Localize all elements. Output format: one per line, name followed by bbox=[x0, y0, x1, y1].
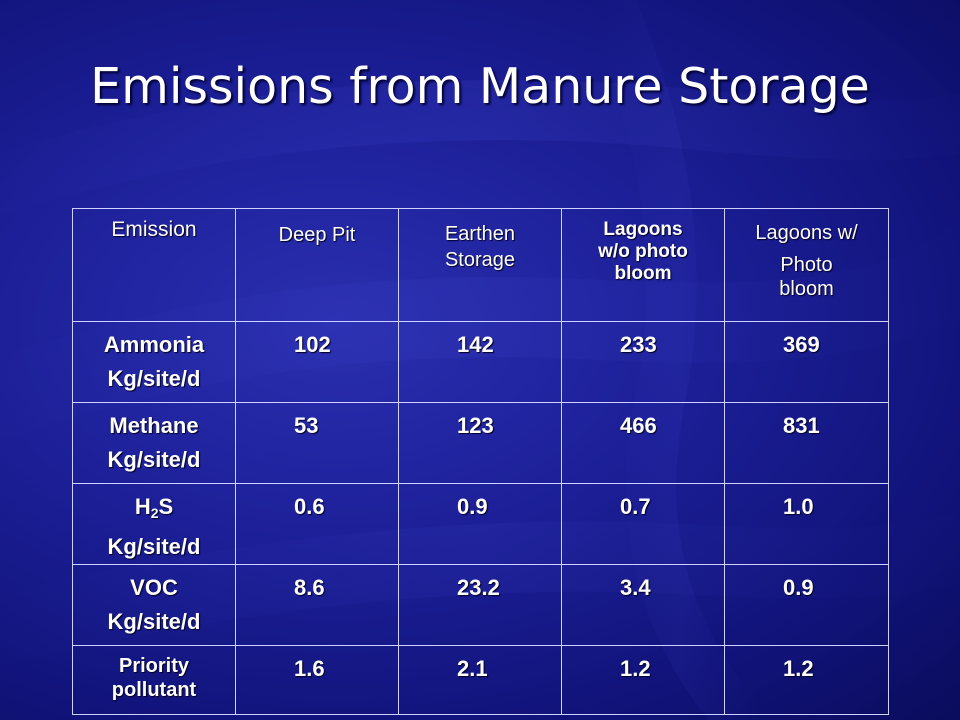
emission-name-line-1: Priority bbox=[118, 655, 190, 677]
emission-name-line-2: pollutant bbox=[111, 679, 197, 701]
header-lagoons-without-bloom: Lagoons w/o photo bloom bbox=[561, 208, 725, 322]
table-row-priority-pollutant: Priority pollutant 1.6 2.1 1.2 1.2 bbox=[72, 645, 889, 715]
cell-value: 0.9 bbox=[724, 564, 889, 646]
cell-value: 831 bbox=[724, 402, 889, 484]
cell-value: 233 bbox=[561, 321, 725, 403]
header-emission-label: Emission bbox=[111, 218, 197, 241]
cell-value: 53 bbox=[235, 402, 399, 484]
table-row-ammonia: Ammonia Kg/site/d 102 142 233 369 bbox=[72, 321, 889, 403]
emission-name-tail: S bbox=[158, 494, 174, 519]
cell-value: 466 bbox=[561, 402, 725, 484]
row-label-priority-pollutant: Priority pollutant bbox=[72, 645, 236, 715]
header-lagoons-w-label-3: bloom bbox=[779, 278, 834, 300]
row-label-methane: Methane Kg/site/d bbox=[72, 402, 236, 484]
header-lagoons-wo-label-2: w/o photo bbox=[598, 241, 688, 262]
table-row-h2s: H2S Kg/site/d 0.6 0.9 0.7 1.0 bbox=[72, 483, 889, 565]
emissions-table: Emission Deep Pit Earthen Storage Lagoon… bbox=[72, 208, 889, 715]
emission-unit: Kg/site/d bbox=[107, 609, 201, 634]
emission-name: Methane bbox=[109, 413, 199, 438]
table-row-methane: Methane Kg/site/d 53 123 466 831 bbox=[72, 402, 889, 484]
emission-name: H2S bbox=[77, 490, 231, 530]
emission-name-main: H bbox=[134, 494, 151, 519]
cell-value: 102 bbox=[235, 321, 399, 403]
header-lagoons-with-bloom: Lagoons w/ Photo bloom bbox=[724, 208, 889, 322]
cell-value: 1.2 bbox=[561, 645, 725, 715]
header-earthen-storage: Earthen Storage bbox=[398, 208, 562, 322]
header-lagoons-w-label-1: Lagoons w/ bbox=[755, 222, 858, 244]
emission-name: VOC bbox=[130, 575, 178, 600]
header-earthen-label-1: Earthen bbox=[444, 223, 516, 245]
cell-value: 123 bbox=[398, 402, 562, 484]
header-lagoons-w-label-2: Photo bbox=[780, 254, 833, 276]
header-deep-pit-label: Deep Pit bbox=[278, 224, 356, 246]
emission-unit: Kg/site/d bbox=[107, 534, 201, 559]
header-emission: Emission bbox=[72, 208, 236, 322]
emission-name: Ammonia bbox=[103, 332, 205, 357]
emission-unit: Kg/site/d bbox=[107, 366, 201, 391]
cell-value: 1.0 bbox=[724, 483, 889, 565]
cell-value: 1.2 bbox=[724, 645, 889, 715]
row-label-ammonia: Ammonia Kg/site/d bbox=[72, 321, 236, 403]
cell-value: 0.7 bbox=[561, 483, 725, 565]
row-label-h2s: H2S Kg/site/d bbox=[72, 483, 236, 565]
cell-value: 23.2 bbox=[398, 564, 562, 646]
header-lagoons-wo-label-1: Lagoons bbox=[603, 219, 683, 240]
cell-value: 8.6 bbox=[235, 564, 399, 646]
cell-value: 0.9 bbox=[398, 483, 562, 565]
row-label-voc: VOC Kg/site/d bbox=[72, 564, 236, 646]
header-deep-pit: Deep Pit bbox=[235, 208, 399, 322]
table-header-row: Emission Deep Pit Earthen Storage Lagoon… bbox=[72, 208, 889, 322]
cell-value: 3.4 bbox=[561, 564, 725, 646]
cell-value: 2.1 bbox=[398, 645, 562, 715]
cell-value: 0.6 bbox=[235, 483, 399, 565]
header-lagoons-wo-label-3: bloom bbox=[614, 263, 672, 284]
cell-value: 369 bbox=[724, 321, 889, 403]
cell-value: 142 bbox=[398, 321, 562, 403]
header-earthen-label-2: Storage bbox=[444, 249, 516, 271]
cell-value: 1.6 bbox=[235, 645, 399, 715]
emission-unit: Kg/site/d bbox=[107, 447, 201, 472]
table-row-voc: VOC Kg/site/d 8.6 23.2 3.4 0.9 bbox=[72, 564, 889, 646]
emission-name-subscript: 2 bbox=[150, 505, 159, 521]
slide-title: Emissions from Manure Storage bbox=[90, 58, 870, 115]
